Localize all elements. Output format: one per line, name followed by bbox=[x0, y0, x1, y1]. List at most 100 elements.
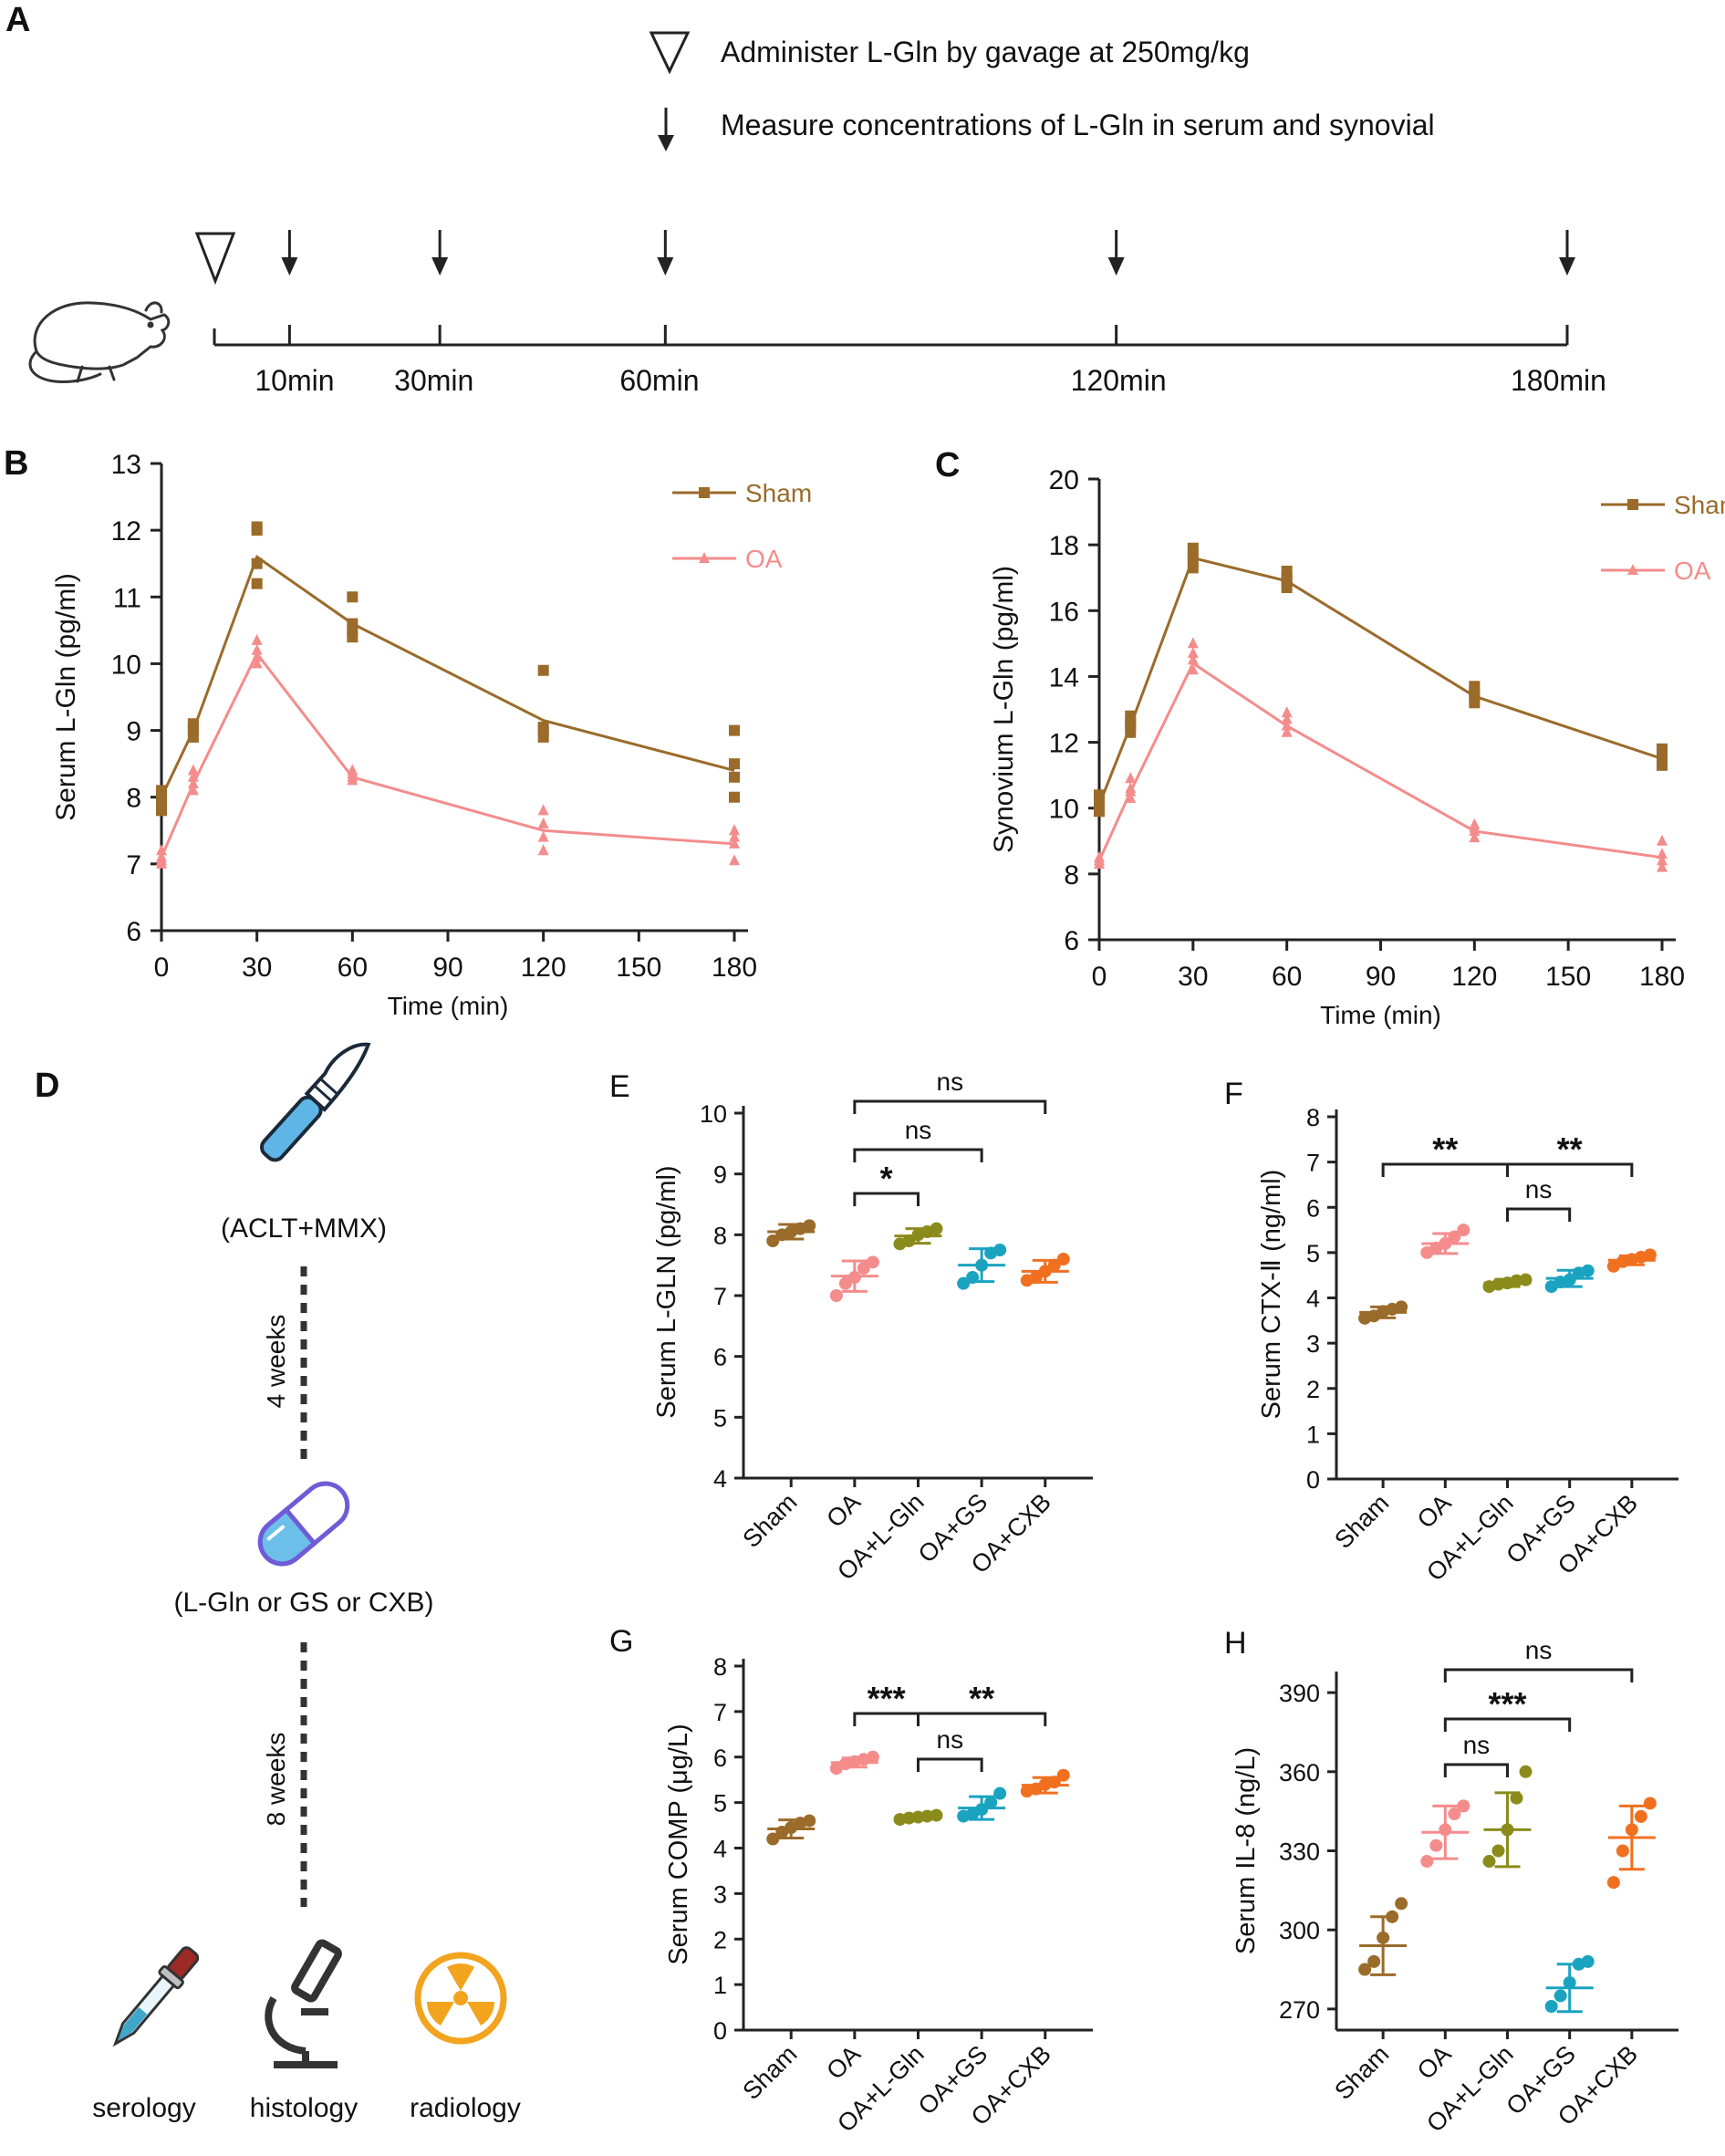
arrow-head bbox=[281, 257, 298, 276]
data-point bbox=[1657, 860, 1668, 872]
x-tick-label: OA bbox=[1412, 1489, 1457, 1534]
data-point bbox=[537, 844, 549, 856]
data-point bbox=[1125, 782, 1137, 794]
series-line-oa bbox=[1097, 661, 1663, 862]
x-tick-label: OA bbox=[821, 1488, 866, 1533]
y-tick-label: 8 bbox=[713, 1653, 727, 1681]
y-tick-label: 18 bbox=[1049, 531, 1079, 561]
data-point bbox=[1094, 854, 1105, 866]
data-point bbox=[1056, 1768, 1070, 1782]
microscope-icon bbox=[265, 1939, 342, 2068]
arrow-down-icon bbox=[281, 230, 298, 276]
radiation-icon bbox=[414, 1952, 507, 2045]
data-point bbox=[1187, 637, 1199, 649]
data-point bbox=[251, 651, 263, 662]
y-tick-label: 13 bbox=[111, 450, 141, 480]
data-point bbox=[1420, 1855, 1434, 1869]
data-point bbox=[766, 1832, 780, 1846]
panel-label: F bbox=[1224, 1077, 1243, 1111]
data-point bbox=[1439, 1823, 1452, 1837]
data-point bbox=[1395, 1897, 1408, 1911]
y-tick-label: 20 bbox=[1049, 465, 1079, 495]
x-tick-label: 180 bbox=[712, 953, 757, 983]
data-point bbox=[251, 557, 263, 569]
y-tick-label: 0 bbox=[713, 2017, 727, 2045]
y-axis-title: Serum IL-8 (ng/L) bbox=[1231, 1747, 1261, 1954]
x-axis-title: Time (min) bbox=[1320, 1001, 1441, 1029]
scalpel-icon bbox=[260, 1042, 371, 1162]
data-point bbox=[766, 1234, 780, 1247]
data-point bbox=[347, 591, 359, 603]
x-tick-label: Sham bbox=[1329, 2040, 1394, 2105]
y-tick-label: 3 bbox=[1306, 1330, 1320, 1358]
data-point bbox=[156, 844, 167, 856]
data-point bbox=[975, 1258, 989, 1272]
data-point bbox=[1386, 1910, 1399, 1923]
data-point bbox=[1469, 831, 1481, 843]
significance-bracket bbox=[853, 1192, 920, 1206]
y-tick-label: 4 bbox=[713, 1836, 727, 1863]
legend-marker bbox=[1627, 499, 1638, 510]
x-tick-label: 30 bbox=[1178, 962, 1208, 992]
data-point bbox=[187, 777, 199, 789]
y-tick-label: 0 bbox=[1306, 1466, 1320, 1494]
y-tick-label: 6 bbox=[713, 1344, 727, 1371]
significance-label: ns bbox=[905, 1116, 932, 1144]
x-tick-label: 30 bbox=[242, 953, 272, 983]
data-point bbox=[1457, 1224, 1470, 1237]
data-point bbox=[729, 724, 740, 736]
data-point bbox=[729, 830, 740, 842]
data-point bbox=[187, 718, 199, 730]
y-tick-label: 6 bbox=[1064, 926, 1079, 956]
data-point bbox=[729, 837, 740, 849]
data-point bbox=[1643, 1248, 1657, 1262]
x-tick-label: 150 bbox=[616, 953, 661, 983]
x-tick-label: Sham bbox=[737, 2040, 802, 2105]
data-point bbox=[729, 824, 740, 836]
data-point bbox=[729, 771, 740, 783]
x-tick-label: 0 bbox=[154, 953, 170, 983]
data-point bbox=[1657, 854, 1668, 866]
chart-b: B 6 7 8 9 10 11 12 13 0 30 60 90 120 150 180 Time (min) S… bbox=[4, 444, 812, 1020]
timepoint-label: 60min bbox=[619, 364, 699, 397]
panel-label-d: D bbox=[35, 1067, 59, 1105]
data-point bbox=[1657, 834, 1668, 846]
data-point bbox=[1358, 1963, 1372, 1976]
y-tick-label: 11 bbox=[113, 583, 141, 613]
data-point bbox=[1563, 1975, 1576, 1989]
legend-marker bbox=[699, 487, 710, 498]
data-point bbox=[1281, 719, 1293, 731]
y-tick-label: 12 bbox=[1049, 729, 1079, 759]
legend-marker bbox=[699, 552, 710, 563]
legend-label: OA bbox=[745, 545, 783, 573]
data-point bbox=[1554, 1989, 1567, 2003]
data-point bbox=[187, 764, 199, 776]
data-point bbox=[1094, 789, 1105, 801]
data-point bbox=[1047, 1776, 1061, 1789]
arrow-down-icon bbox=[657, 230, 674, 276]
y-tick-label: 7 bbox=[126, 850, 141, 880]
arrow-down-icon bbox=[431, 230, 449, 276]
panel-label: C bbox=[935, 446, 960, 484]
panel-d: D (ACLT+MMX) 4 weeks (L-Gln or GS or CXB… bbox=[35, 1042, 521, 2123]
data-point bbox=[966, 1271, 980, 1284]
x-tick-label: OA bbox=[1412, 2040, 1457, 2085]
treatment-label: (L-Gln or GS or CXB) bbox=[173, 1588, 433, 1618]
data-point bbox=[838, 1276, 852, 1290]
data-point bbox=[975, 1803, 989, 1817]
data-point bbox=[537, 804, 549, 816]
panel-label: E bbox=[609, 1069, 630, 1104]
panel-a: A Administer L-Gln by gavage at 250mg/kg… bbox=[5, 1, 1606, 397]
timepoint-label: 120min bbox=[1071, 364, 1167, 397]
data-point bbox=[1657, 743, 1668, 755]
data-point bbox=[1187, 653, 1199, 665]
data-point bbox=[1606, 1876, 1620, 1890]
chart-c: C 6 8 10 12 14 16 18 20 0 30 60 90 120 150 180 Time (min… bbox=[935, 446, 1725, 1029]
data-point bbox=[1047, 1258, 1061, 1272]
y-tick-label: 8 bbox=[1064, 860, 1079, 891]
series-line-sham bbox=[1097, 556, 1663, 806]
data-point bbox=[156, 785, 167, 797]
